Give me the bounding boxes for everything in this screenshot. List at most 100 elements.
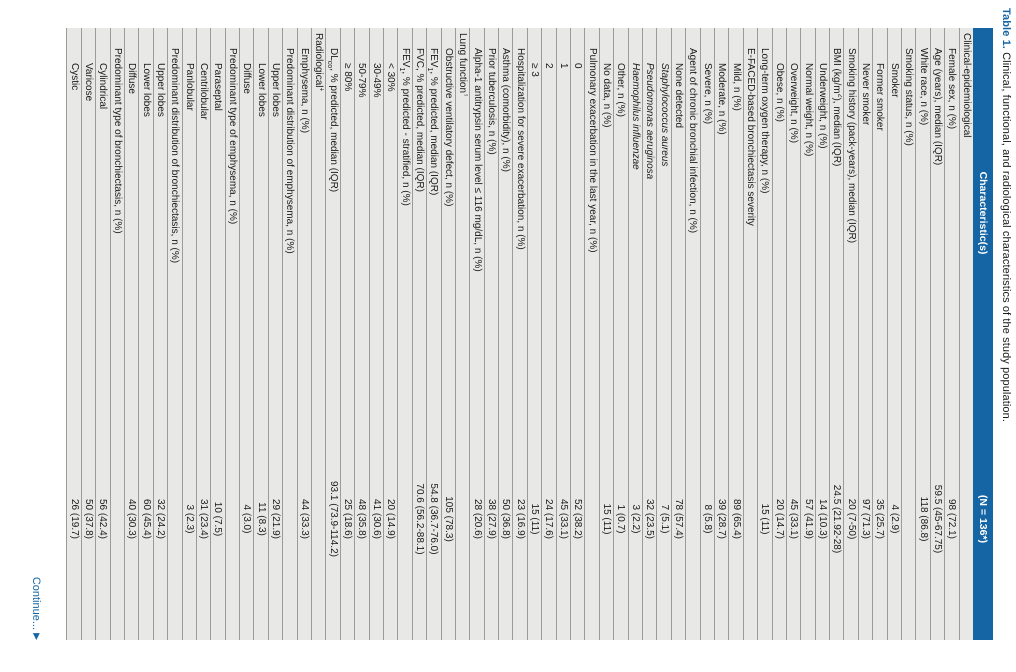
characteristic-cell: Overweight, n (%) bbox=[788, 63, 800, 144]
table-row: Panlobular 3 (2.3) bbox=[181, 28, 196, 640]
value-cell: 15 (11) bbox=[601, 503, 613, 535]
value-cell: 4 (2.9) bbox=[888, 504, 900, 534]
characteristic-cell: DLco, % predicted, median (IQR) bbox=[327, 48, 339, 193]
table-row: Hospitalization for severe exacerbation,… bbox=[512, 28, 527, 640]
continue-arrow-icon: ▶ bbox=[32, 633, 42, 640]
characteristic-cell: Obstructive ventilatory defect, n (%) bbox=[442, 48, 454, 207]
table-row: Normal weight, n (%) 57 (41.9) bbox=[800, 28, 815, 640]
table-row: Upper lobes 32 (24.2) bbox=[152, 28, 168, 640]
value-cell: 48 (35.8) bbox=[356, 498, 368, 540]
table-row: White race, n (%) 118 (86.8) bbox=[915, 28, 930, 640]
table-row: Asthma (comorbidity), n (%) 50 (36.8) bbox=[498, 28, 513, 640]
table-row: FEV1, % predicted, median (IQR) 54.8 (36.… bbox=[426, 28, 441, 640]
table-row: None detected 78 (57.4) bbox=[670, 28, 686, 640]
characteristic-cell: No data, n (%) bbox=[601, 63, 613, 128]
value-cell: 118 (86.8) bbox=[917, 496, 929, 542]
characteristic-cell: Predominant type of bronchiectasis, n (%… bbox=[111, 48, 123, 234]
table-row: Agent of chronic bronchial infection, n … bbox=[685, 28, 700, 640]
value-cell: 24.5 (21.92-28) bbox=[831, 484, 843, 554]
characteristic-cell: 1 bbox=[557, 63, 569, 69]
table-row: Lung function† bbox=[454, 28, 470, 640]
value-cell: 31 (23.4) bbox=[198, 498, 210, 540]
continue-label: Continue... bbox=[30, 576, 42, 631]
table-row: Alpha-1 antitrypsin serum level ≤ 116 mg… bbox=[469, 28, 484, 640]
characteristic-cell: Smoking history (pack-years), median (IQ… bbox=[845, 48, 857, 244]
value-cell: 1 (0.7) bbox=[615, 504, 627, 534]
table-header-row: Characteristic(s) (N = 136*) bbox=[973, 28, 993, 640]
table-row: Obstructive ventilatory defect, n (%) 105… bbox=[440, 28, 455, 640]
characteristic-cell: Other, n (%) bbox=[615, 63, 627, 117]
value-cell: 23 (16.9) bbox=[514, 498, 526, 540]
value-cell: 11 (8.3) bbox=[255, 502, 267, 536]
characteristic-cell: Obese, n (%) bbox=[773, 63, 785, 122]
characteristic-cell: ≥ 80% bbox=[342, 63, 354, 92]
table-row: Clinical-epidemiological bbox=[958, 28, 973, 640]
characteristic-cell: 2 bbox=[543, 63, 555, 69]
value-cell: 38 (27.9) bbox=[485, 498, 497, 540]
table-row: Never smoker 97 (71.3) bbox=[857, 28, 873, 640]
value-cell: 56 (42.4) bbox=[97, 498, 109, 540]
value-cell: 52 (38.2) bbox=[572, 498, 584, 540]
characteristics-table: Characteristic(s) (N = 136*) Clinical-ep… bbox=[66, 28, 993, 640]
table-row: FVC, % predicted, median (IQR) 70.6 (56.2… bbox=[411, 28, 427, 640]
table-row: Underweight, n (%) 14 (10.3) bbox=[814, 28, 830, 640]
characteristic-cell: Centrilobular bbox=[198, 63, 210, 120]
value-cell: 70.6 (56.2-88.1) bbox=[413, 483, 425, 555]
characteristic-cell: Radiological‡ bbox=[313, 33, 325, 91]
characteristic-cell: Lung function† bbox=[457, 33, 469, 97]
value-cell: 50 (37.8) bbox=[82, 498, 94, 540]
characteristic-column-header: Characteristic(s) bbox=[977, 171, 989, 255]
value-cell: 20 (14.9) bbox=[385, 498, 397, 540]
table-row: Lower lobes 60 (45.4) bbox=[138, 28, 153, 640]
table-row: Smoker 4 (2.9) bbox=[886, 28, 902, 640]
characteristic-cell: 50-79% bbox=[356, 63, 368, 98]
characteristic-cell: Varicose bbox=[82, 63, 94, 102]
table-row: 50-79% 48 (35.8) bbox=[354, 28, 369, 640]
value-cell: 35 (25.7) bbox=[874, 498, 886, 540]
characteristic-cell: Asthma (comorbidity), n (%) bbox=[500, 48, 512, 172]
value-cell: 54.8 (36.7-76.0) bbox=[428, 483, 440, 555]
table-row: Emphysema, n (%) 44 (33.3) bbox=[296, 28, 312, 640]
characteristic-cell: 30-49% bbox=[370, 63, 382, 98]
table-row: Other, n (%) 1 (0.7) bbox=[613, 28, 628, 640]
table-row: BMI (kg/m2), median (IQR) 24.5 (21.92-28) bbox=[829, 28, 844, 640]
table-row: Predominant type of emphysema, n (%) bbox=[224, 28, 240, 640]
value-cell: 25 (18.6) bbox=[342, 498, 354, 540]
table-row: 2 24 (17.6) bbox=[541, 28, 556, 640]
characteristic-cell: FVC, % predicted, median (IQR) bbox=[413, 48, 425, 192]
characteristic-cell: Lower lobes bbox=[140, 63, 152, 117]
table-row: Severe, n (%) 8 (5.8) bbox=[699, 28, 714, 640]
table-row: Female sex, n (%) 98 (72.1) bbox=[944, 28, 959, 640]
value-cell: 78 (57.4) bbox=[673, 498, 684, 540]
characteristic-cell: Predominant distribution of emphysema, n… bbox=[284, 48, 296, 254]
characteristic-cell: Predominant type of emphysema, n (%) bbox=[226, 48, 238, 225]
value-cell: 3 (2.2) bbox=[629, 504, 641, 534]
characteristic-cell: Age (years), median (IQR) bbox=[932, 48, 944, 166]
characteristic-cell: Lower lobes bbox=[255, 63, 267, 117]
table-row: Prior tuberculosis, n (%) 38 (27.9) bbox=[483, 28, 499, 640]
table-row: DLco, % predicted, median (IQR) 93.1 (73.… bbox=[325, 28, 340, 640]
characteristic-cell: Smoker bbox=[888, 63, 900, 98]
table-row: Centrilobular 31 (23.4) bbox=[195, 28, 211, 640]
table-row: 1 45 (33.1) bbox=[555, 28, 571, 640]
value-cell: 44 (33.3) bbox=[298, 498, 310, 540]
table-row: Mild, n (%) 89 (65.4) bbox=[728, 28, 743, 640]
value-cell: 7 (5.1) bbox=[658, 504, 670, 534]
value-cell: 15 (11) bbox=[529, 503, 541, 535]
table-row: Pseudomonas aeruginosa 32 (23.5) bbox=[642, 28, 657, 640]
value-cell: 20 (7-50) bbox=[845, 498, 857, 540]
table-row: Paraseptal 10 (7.5) bbox=[210, 28, 225, 640]
table-row: FEV1, % predicted - stratified, n (%) bbox=[397, 28, 412, 640]
value-cell: 97 (71.3) bbox=[860, 498, 872, 540]
value-cell: 8 (5.8) bbox=[701, 504, 713, 534]
table-row: Moderate, n (%) 39 (28.7) bbox=[713, 28, 729, 640]
table-row: Long-term oxygen therapy, n (%) 15 (11) bbox=[757, 28, 772, 640]
value-cell: 98 (72.1) bbox=[946, 498, 958, 540]
characteristic-cell: Upper lobes bbox=[270, 63, 282, 117]
table-row: Haemophilus influenzae 3 (2.2) bbox=[627, 28, 643, 640]
table-row: Lower lobes 11 (8.3) bbox=[253, 28, 268, 640]
value-cell: 60 (45.4) bbox=[140, 498, 152, 540]
characteristic-cell: Diffuse bbox=[126, 63, 138, 94]
characteristic-cell: 0 bbox=[572, 63, 584, 69]
